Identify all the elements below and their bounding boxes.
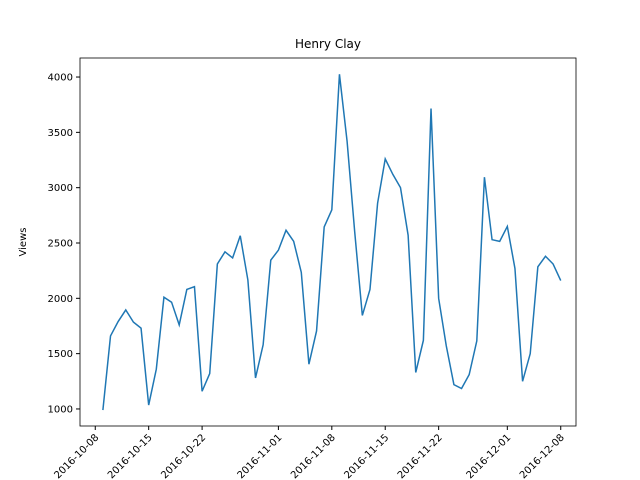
- y-tick-label: 2500: [48, 238, 73, 249]
- y-tick-label: 4000: [48, 73, 73, 84]
- y-tick-label: 3000: [48, 183, 73, 194]
- axes-frame: [79, 57, 577, 427]
- y-tick-label: 1500: [48, 349, 73, 360]
- y-tick-label: 2000: [48, 294, 73, 305]
- chart-title: Henry Clay: [295, 37, 361, 51]
- y-tick-label: 1000: [48, 404, 73, 415]
- y-tick-label: 3500: [48, 128, 73, 139]
- data-line: [102, 74, 562, 411]
- y-axis-label: Views: [18, 228, 29, 257]
